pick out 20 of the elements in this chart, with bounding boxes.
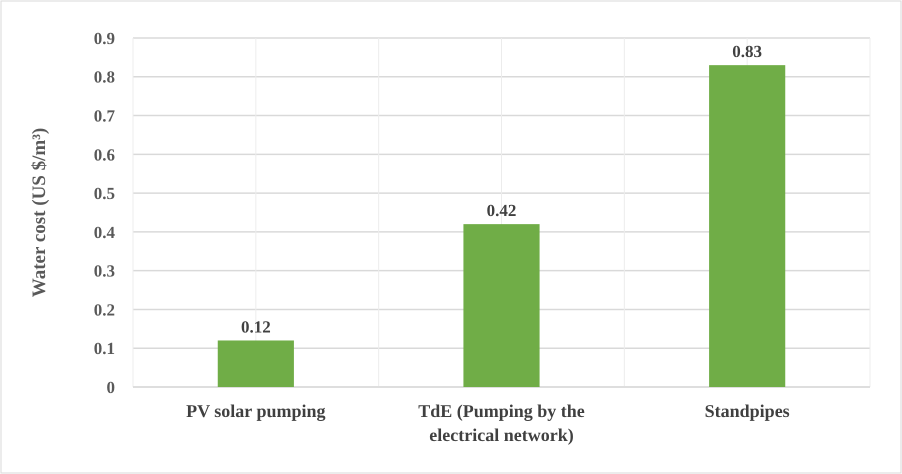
data-label: 0.12	[240, 317, 271, 336]
y-tick-label: 0.7	[94, 106, 116, 126]
y-tick-label: 0.6	[94, 145, 115, 164]
x-tick-label: Standpipes	[704, 401, 790, 421]
y-tick-label: 0.8	[94, 68, 115, 87]
y-tick-label: 0	[106, 378, 115, 397]
x-tick-label: PV solar pumping	[186, 401, 326, 421]
bar	[218, 340, 294, 387]
y-tick-label: 0.2	[94, 300, 115, 320]
y-tick-label: 0.4	[94, 222, 116, 242]
y-tick-label: 0.9	[94, 28, 115, 48]
x-tick-label: TdE (Pumping by the electrical network)	[418, 401, 585, 445]
y-tick-label: 0.1	[94, 339, 115, 358]
data-label: 0.83	[732, 42, 762, 62]
bar	[709, 65, 786, 387]
bar	[463, 224, 540, 387]
y-axis-title: Water cost (US $/m³)	[29, 128, 50, 298]
y-tick-label: 0.3	[94, 262, 115, 281]
y-tick-label: 0.5	[94, 184, 115, 204]
data-label: 0.42	[486, 201, 516, 220]
